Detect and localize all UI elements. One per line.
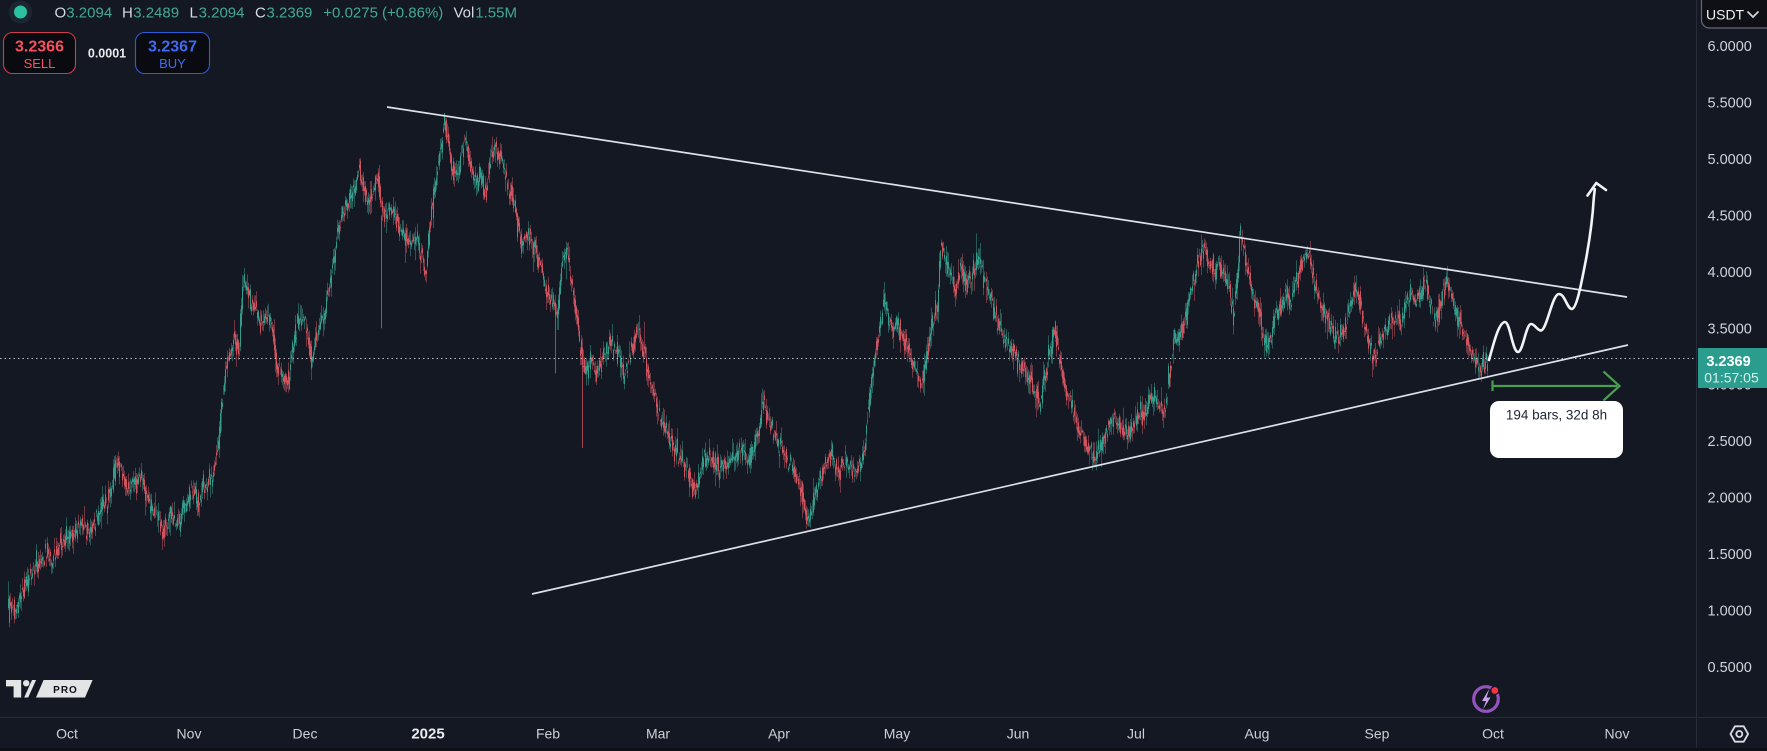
svg-text:1.5000: 1.5000 xyxy=(1708,547,1752,563)
svg-text:Nov: Nov xyxy=(1605,726,1630,742)
svg-text:3.2367: 3.2367 xyxy=(148,39,197,56)
svg-text:2.5000: 2.5000 xyxy=(1708,434,1752,450)
svg-text:Jun: Jun xyxy=(1007,726,1030,742)
svg-text:Nov: Nov xyxy=(177,726,202,742)
svg-text:5.5000: 5.5000 xyxy=(1708,96,1752,112)
svg-text:5.0000: 5.0000 xyxy=(1708,152,1752,168)
svg-text:Mar: Mar xyxy=(646,726,670,742)
svg-text:01:57:05: 01:57:05 xyxy=(1704,370,1759,386)
svg-text:6.0000: 6.0000 xyxy=(1708,39,1752,55)
svg-text:3.5000: 3.5000 xyxy=(1708,321,1752,337)
svg-text:0.5000: 0.5000 xyxy=(1708,660,1752,676)
svg-text:PRO: PRO xyxy=(53,685,78,696)
svg-text:3.2366: 3.2366 xyxy=(15,39,64,56)
svg-text:USDT: USDT xyxy=(1706,7,1745,23)
svg-text:Oct: Oct xyxy=(56,726,78,742)
svg-text:194 bars, 32d 8h: 194 bars, 32d 8h xyxy=(1506,408,1607,423)
svg-text:Aug: Aug xyxy=(1245,726,1270,742)
svg-text:Jul: Jul xyxy=(1127,726,1145,742)
svg-text:SELL: SELL xyxy=(24,56,56,71)
svg-text:0.0001: 0.0001 xyxy=(88,47,126,61)
svg-text:2025: 2025 xyxy=(411,726,444,743)
svg-text:3.2369: 3.2369 xyxy=(1706,354,1750,370)
svg-text:BUY: BUY xyxy=(159,56,186,71)
svg-text:Oct: Oct xyxy=(1482,726,1504,742)
svg-text:2.0000: 2.0000 xyxy=(1708,491,1752,507)
svg-text:4.0000: 4.0000 xyxy=(1708,265,1752,281)
svg-text:Sep: Sep xyxy=(1365,726,1390,742)
svg-text:Feb: Feb xyxy=(536,726,560,742)
svg-text:May: May xyxy=(884,726,910,742)
svg-text:1.0000: 1.0000 xyxy=(1708,604,1752,620)
svg-text:4.5000: 4.5000 xyxy=(1708,208,1752,224)
svg-text:Dec: Dec xyxy=(293,726,318,742)
svg-text:Apr: Apr xyxy=(768,726,790,742)
